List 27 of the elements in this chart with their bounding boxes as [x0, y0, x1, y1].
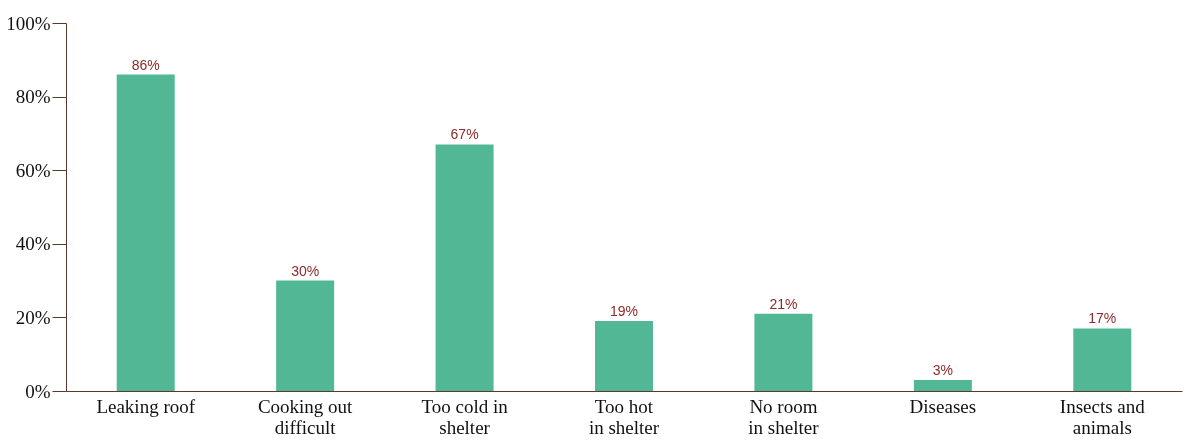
x-tick-label: Too cold in shelter [421, 395, 509, 438]
y-tick-label: 60% [15, 159, 51, 181]
data-label: 3% [932, 361, 953, 378]
y-tick-label: 80% [15, 86, 51, 108]
bar [1073, 328, 1132, 391]
data-label: 86% [131, 56, 160, 73]
data-label: 21% [769, 295, 798, 312]
data-label: 17% [1088, 310, 1117, 327]
x-tick-label: No room in shelter [748, 395, 820, 438]
x-tick-label: Diseases [909, 395, 977, 417]
x-tick-label: Cooking out difficult [257, 395, 354, 438]
x-tick-label: Too hot in shelter [588, 395, 660, 438]
data-label: 19% [609, 303, 639, 320]
data-label: 67% [450, 126, 479, 143]
x-tick-label: Insects and animals [1059, 395, 1146, 438]
y-tick-label: 0% [25, 380, 51, 402]
bar [754, 313, 813, 391]
y-tick-label: 40% [15, 233, 51, 255]
bar [435, 144, 494, 391]
bar [595, 321, 653, 391]
data-label: 30% [291, 262, 320, 279]
bar [913, 379, 972, 391]
x-tick-label: Leaking roof [96, 395, 196, 417]
bar [276, 280, 335, 391]
y-tick-label: 100% [6, 12, 51, 34]
y-tick-label: 20% [15, 306, 51, 328]
bar [116, 74, 175, 391]
